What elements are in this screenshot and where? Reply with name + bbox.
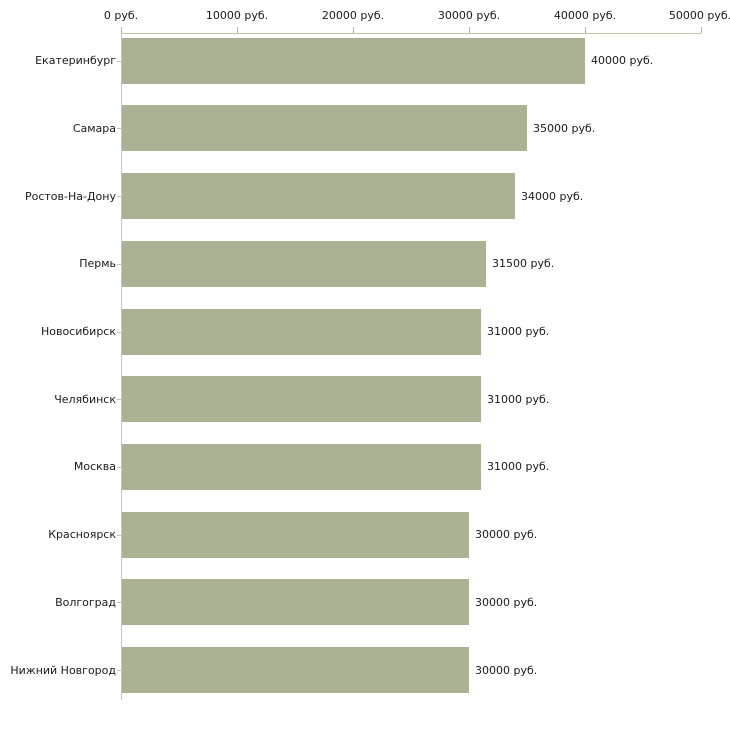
x-axis-tick (585, 27, 586, 33)
value-label: 31500 руб. (492, 257, 555, 270)
category-label: Челябинск (54, 393, 116, 406)
category-label: Ростов-На-Дону (24, 190, 116, 203)
category-axis-tick (117, 399, 121, 400)
category-label: Новосибирск (40, 325, 116, 338)
bar (122, 512, 469, 558)
category-label: Самара (72, 122, 116, 135)
x-axis-tick (237, 27, 238, 33)
category-label: Москва (73, 460, 116, 473)
y-axis-line (121, 33, 122, 700)
x-axis-tick-label: 10000 руб. (205, 9, 269, 22)
category-axis-tick (117, 196, 121, 197)
value-label: 40000 руб. (591, 54, 654, 67)
bar (122, 38, 585, 84)
x-axis-tick-label: 40000 руб. (553, 9, 617, 22)
category-label: Пермь (79, 257, 116, 270)
x-axis-line (121, 33, 701, 34)
category-label: Нижний Новгород (10, 664, 116, 677)
category-axis-tick (117, 535, 121, 536)
value-label: 31000 руб. (487, 325, 550, 338)
category-axis-tick (117, 602, 121, 603)
bar (122, 309, 481, 355)
category-axis-tick (117, 332, 121, 333)
category-axis-tick (117, 467, 121, 468)
value-label: 35000 руб. (533, 122, 596, 135)
value-label: 30000 руб. (475, 664, 538, 677)
category-label: Волгоград (55, 596, 116, 609)
bar (122, 173, 515, 219)
value-label: 30000 руб. (475, 596, 538, 609)
value-label: 34000 руб. (521, 190, 584, 203)
category-axis-tick (117, 670, 121, 671)
category-label: Красноярск (48, 528, 116, 541)
category-axis-tick (117, 128, 121, 129)
x-axis-tick (469, 27, 470, 33)
category-axis-tick (117, 61, 121, 62)
category-axis-tick (117, 264, 121, 265)
bar (122, 376, 481, 422)
x-axis-tick (353, 27, 354, 33)
x-axis-tick-label: 20000 руб. (321, 9, 385, 22)
x-axis-tick (701, 27, 702, 33)
category-label: Екатеринбург (35, 54, 116, 67)
x-axis-tick (121, 27, 122, 33)
x-axis-tick-label: 30000 руб. (437, 9, 501, 22)
value-label: 31000 руб. (487, 393, 550, 406)
bar (122, 105, 527, 151)
x-axis-tick-label: 50000 руб. (668, 9, 730, 22)
bar (122, 241, 486, 287)
x-axis-tick-label: 0 руб. (103, 9, 139, 22)
value-label: 31000 руб. (487, 460, 550, 473)
bar (122, 579, 469, 625)
bar (122, 647, 469, 693)
value-label: 30000 руб. (475, 528, 538, 541)
bar (122, 444, 481, 490)
